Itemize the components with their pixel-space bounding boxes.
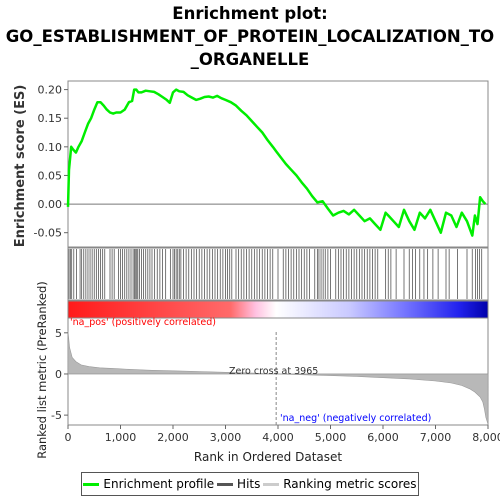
- ranking-metric-area: [67, 331, 489, 425]
- es-y-axis-label: Enrichment score (ES): [13, 85, 28, 248]
- legend-label-enrichment: Enrichment profile: [103, 477, 215, 491]
- pos-correlated-label: 'na_pos' (positively correlated): [70, 317, 216, 328]
- es-y-tick-label: 0.00: [38, 198, 63, 211]
- enrichment-swatch-icon: [83, 482, 100, 486]
- x-axis: 0 1,000 2,000 3,000 4,000 5,000 6,000 7,000 8,00…: [65, 425, 500, 444]
- x-tick-label: 3,000: [210, 431, 242, 444]
- es-panel: -0.05 0.00 0.05 0.10 0.15 0.20: [34, 80, 489, 248]
- legend-item-enrichment: Enrichment profile: [83, 477, 214, 491]
- metric-panel: -5 0 5: [51, 317, 489, 426]
- es-y-tick-label: 0.05: [38, 169, 63, 182]
- x-tick-label: 4,000: [262, 431, 294, 444]
- es-y-tick-label: 0.20: [38, 84, 63, 97]
- legend: Enrichment profile Hits Ranking metric s…: [81, 472, 419, 496]
- metric-swatch-icon: [263, 482, 280, 486]
- es-y-tick-label: 0.10: [38, 141, 63, 154]
- chart-title: Enrichment plot: GO_ESTABLISHMENT_OF_PRO…: [0, 2, 500, 71]
- title-line-1: Enrichment plot:: [172, 4, 328, 23]
- es-y-tick-label: 0.15: [38, 112, 63, 125]
- metric-y-axis-label: Ranked list metric (PreRanked): [35, 281, 49, 459]
- legend-item-metric: Ranking metric scores: [263, 477, 417, 491]
- zero-cross-label: Zero cross at 3965: [229, 366, 318, 377]
- x-axis-label: Rank in Ordered Dataset: [194, 450, 342, 464]
- x-tick-label: 6,000: [367, 431, 399, 444]
- hits-swatch-icon: [217, 482, 234, 486]
- title-line-2: GO_ESTABLISHMENT_OF_PROTEIN_LOCALIZATION…: [5, 27, 495, 46]
- x-tick-label: 1,000: [105, 431, 137, 444]
- es-y-tick-label: -0.05: [34, 227, 62, 240]
- metric-y-tick-label: 5: [55, 327, 62, 340]
- x-tick-label: 2,000: [157, 431, 189, 444]
- legend-item-hits: Hits: [217, 477, 260, 491]
- ranking-color-bar: [67, 300, 489, 319]
- x-tick-label: 5,000: [315, 431, 347, 444]
- enrichment-profile-line: [66, 88, 487, 237]
- hits-panel: [67, 247, 489, 319]
- neg-correlated-label: 'na_neg' (negatively correlated): [280, 413, 431, 424]
- legend-label-metric: Ranking metric scores: [283, 477, 417, 491]
- x-tick-label: 8,000: [472, 431, 500, 444]
- metric-y-tick-label: -5: [51, 409, 62, 422]
- es-plot-frame: [67, 80, 489, 248]
- metric-y-tick-label: 0: [55, 368, 62, 381]
- legend-label-hits: Hits: [237, 477, 261, 491]
- x-tick-label: 7,000: [420, 431, 452, 444]
- x-tick-label: 0: [65, 431, 72, 444]
- title-line-3: _ORGANELLE: [190, 50, 310, 69]
